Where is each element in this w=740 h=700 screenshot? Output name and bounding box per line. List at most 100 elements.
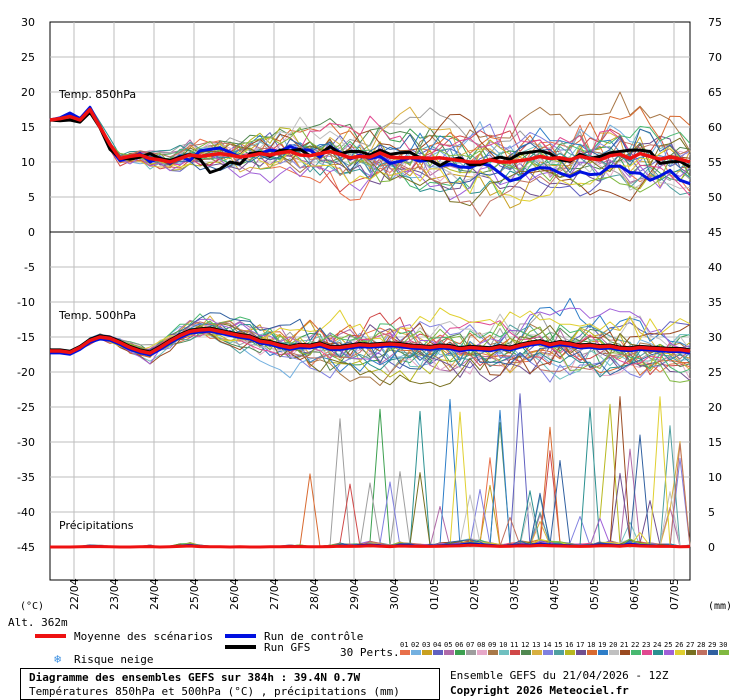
pert-number: 08 (477, 641, 485, 649)
pert-number: 17 (576, 641, 584, 649)
right-tick-label: 20 (708, 401, 722, 414)
footer-box: Diagramme des ensembles GEFS sur 384h : … (20, 668, 440, 700)
label-t500: Temp. 500hPa (58, 309, 136, 322)
pert-number: 27 (686, 641, 694, 649)
date-label: 29/04 (348, 578, 361, 610)
pert-swatch (433, 650, 443, 655)
pert-number: 26 (675, 641, 683, 649)
pert-number: 15 (554, 641, 562, 649)
left-tick-label: 30 (21, 16, 35, 29)
right-tick-label: 35 (708, 296, 722, 309)
left-tick-label: 20 (21, 86, 35, 99)
pert-line-t500 (49, 307, 691, 354)
date-label: 30/04 (388, 578, 401, 610)
right-tick-label: 25 (708, 366, 722, 379)
copyright: Copyright 2026 Meteociel.fr (450, 684, 629, 697)
date-label: 02/05 (468, 578, 481, 610)
pert-number: 30 (719, 641, 727, 649)
date-label: 06/05 (628, 578, 641, 610)
pert-swatch (642, 650, 652, 655)
pert-number: 22 (631, 641, 639, 649)
mean-line-t500 (50, 327, 691, 355)
pert-number: 28 (697, 641, 705, 649)
pert-swatch (455, 650, 465, 655)
left-tick-label: 25 (21, 51, 35, 64)
pert-line-t850 (49, 107, 691, 185)
pert-swatch (631, 650, 641, 655)
right-tick-label: 75 (708, 16, 722, 29)
pert-swatch (686, 650, 696, 655)
date-label: 07/05 (668, 578, 681, 610)
pert-number: 18 (587, 641, 595, 649)
pert-swatch (653, 650, 663, 655)
pert-swatch (719, 650, 729, 655)
left-tick-label: -45 (17, 541, 35, 554)
pert-number: 20 (609, 641, 617, 649)
left-tick-label: 5 (28, 191, 35, 204)
right-tick-label: 45 (708, 226, 722, 239)
pert-number: 07 (466, 641, 474, 649)
pert-swatch (488, 650, 498, 655)
pert-swatch (609, 650, 619, 655)
legend-gfs-label: Run GFS (264, 641, 310, 654)
pert-swatch (422, 650, 432, 655)
left-tick-label: -10 (17, 296, 35, 309)
pert-swatch (554, 650, 564, 655)
pert-swatch (565, 650, 575, 655)
footer-title: Diagramme des ensembles GEFS sur 384h : … (29, 671, 361, 684)
footer-subtitle: Températures 850hPa et 500hPa (°C) , pré… (29, 685, 400, 698)
pert-number: 21 (620, 641, 628, 649)
date-label: 28/04 (308, 578, 321, 610)
date-label: 05/05 (588, 578, 601, 610)
date-label: 24/04 (148, 578, 161, 610)
pert-number: 05 (444, 641, 452, 649)
left-tick-label: -20 (17, 366, 35, 379)
left-tick-label: -25 (17, 401, 35, 414)
left-unit: (°C) (20, 601, 44, 612)
pert-number: 23 (642, 641, 650, 649)
pert-swatch (499, 650, 509, 655)
pert-swatch (521, 650, 531, 655)
left-tick-label: 15 (21, 121, 35, 134)
right-tick-label: 65 (708, 86, 722, 99)
date-label: 03/05 (508, 578, 521, 610)
altitude-label: Alt. 362m (8, 616, 68, 629)
right-tick-label: 55 (708, 156, 722, 169)
pert-swatch (675, 650, 685, 655)
label-t850: Temp. 850hPa (58, 88, 136, 101)
pert-line-t850 (49, 109, 691, 193)
mean-line-t850 (49, 107, 691, 164)
control-line-t500 (50, 330, 691, 357)
right-tick-label: 70 (708, 51, 722, 64)
left-tick-label: -35 (17, 471, 35, 484)
pert-swatch (598, 650, 608, 655)
right-tick-label: 5 (708, 506, 715, 519)
pert-swatch (576, 650, 586, 655)
pert-number: 01 (400, 641, 408, 649)
pert-number: 06 (455, 641, 463, 649)
date-label: 25/04 (188, 578, 201, 610)
pert-line-t850 (49, 110, 691, 201)
pert-swatch (400, 650, 410, 655)
left-tick-label: -30 (17, 436, 35, 449)
left-tick-label: -5 (24, 261, 35, 274)
pert-swatch (587, 650, 597, 655)
label-precip: Précipitations (59, 519, 134, 532)
right-tick-label: 15 (708, 436, 722, 449)
pert-swatch (543, 650, 553, 655)
pert-swatch (708, 650, 718, 655)
pert-swatch (697, 650, 707, 655)
legend-snow-label: Risque neige (74, 653, 153, 666)
pert-number: 13 (532, 641, 540, 649)
pert-swatch (477, 650, 487, 655)
pert-swatch (620, 650, 630, 655)
pert-swatch (466, 650, 476, 655)
pert-number: 10 (499, 641, 507, 649)
legend-control-label: Run de contrôle (264, 630, 363, 643)
pert-number: 11 (510, 641, 518, 649)
right-tick-label: 10 (708, 471, 722, 484)
date-label: 04/05 (548, 578, 561, 610)
snow-flake-icon: ❄ (54, 652, 61, 666)
right-tick-label: 50 (708, 191, 722, 204)
